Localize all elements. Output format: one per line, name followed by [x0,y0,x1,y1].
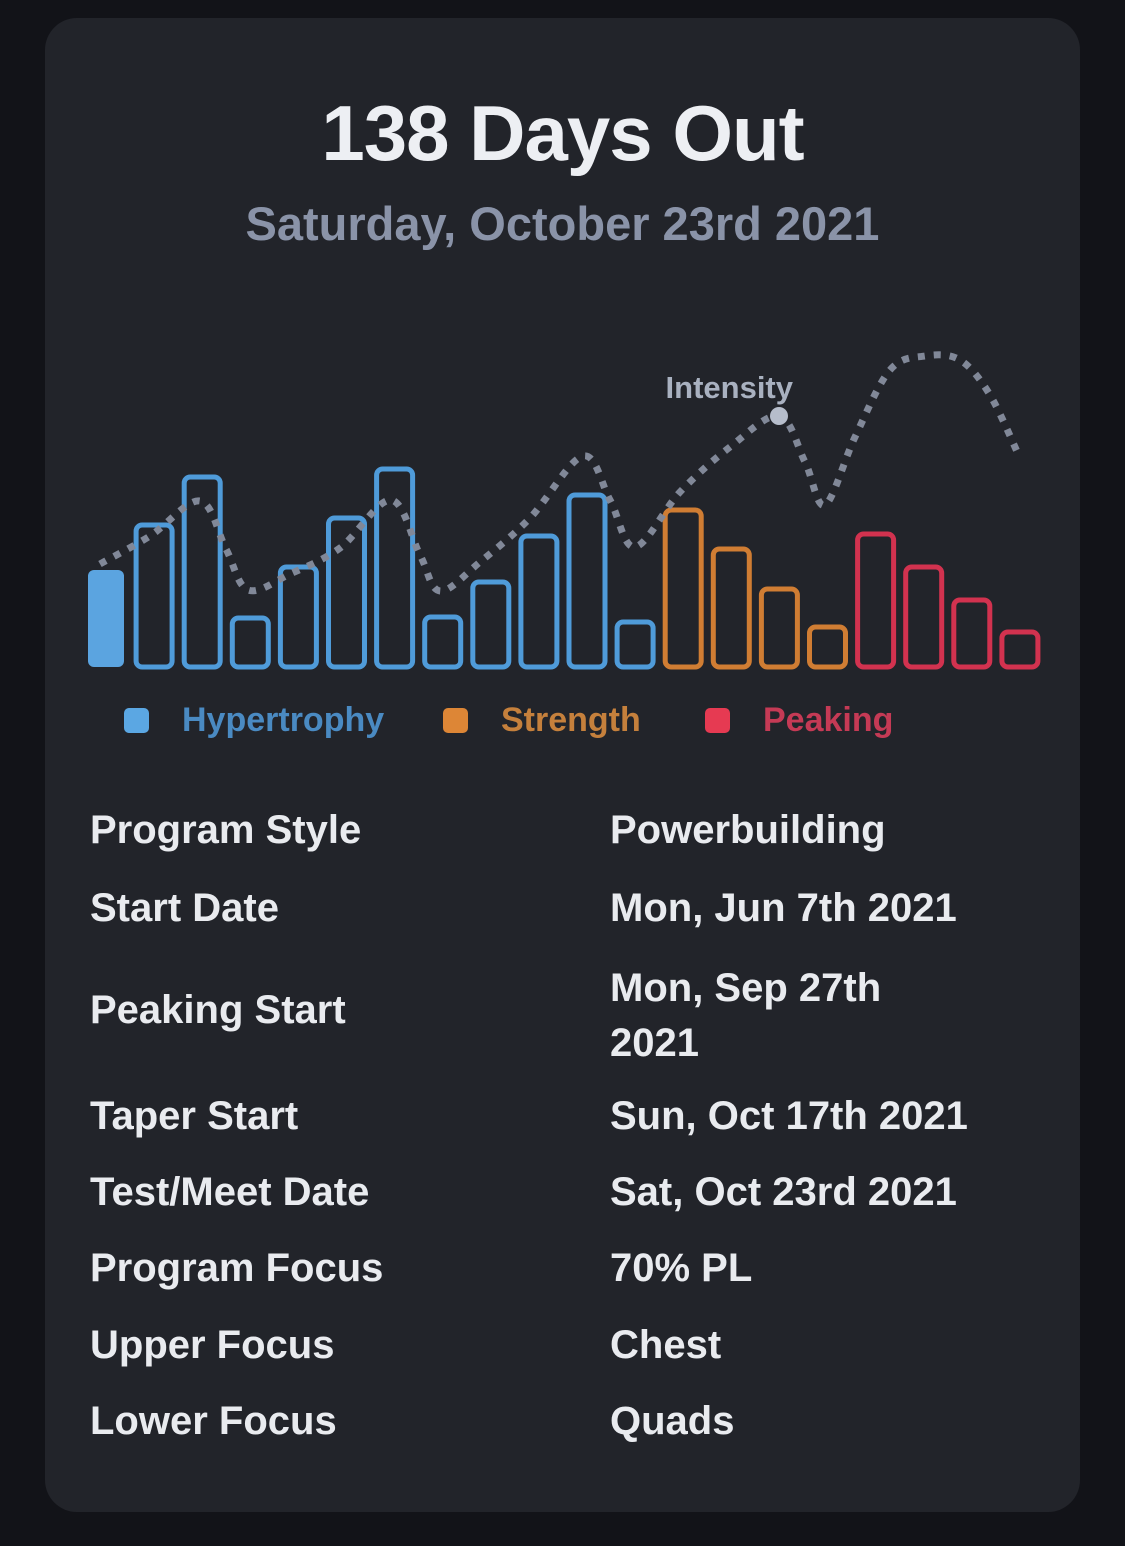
phase-bar-16-strength [807,624,848,670]
legend-label: Hypertrophy [182,701,385,739]
detail-label: Program Focus [90,1246,384,1290]
days-out-title: 138 Days Out [321,89,804,177]
phase-bar-10-hypertrophy [518,533,560,670]
strength-swatch-icon [443,707,468,733]
legend-item-strength: Strength [443,701,641,739]
phase-bar-17-peaking [855,531,897,670]
legend-item-hypertrophy: Hypertrophy [124,701,385,739]
detail-label: Program Style [90,808,362,852]
phase-bar-9-hypertrophy [470,579,512,670]
detail-label: Upper Focus [90,1323,335,1367]
detail-value: Powerbuilding [610,808,886,852]
intensity-dot [770,407,788,425]
detail-value: Sat, Oct 23rd 2021 [610,1170,957,1214]
hypertrophy-swatch-icon [124,707,149,733]
phase-bar-20-peaking [999,629,1041,670]
legend-label: Peaking [763,701,894,739]
phase-bar-4-hypertrophy [229,615,271,670]
phase-bar-6-hypertrophy [326,515,367,670]
detail-value: 70% PL [610,1246,753,1290]
phase-bar-11-hypertrophy [566,492,608,670]
program-details: Program Style Powerbuilding Start Date M… [45,18,1080,1512]
phase-bar-15-strength [758,586,800,670]
intensity-label: Intensity [666,370,794,405]
detail-value: Sun, Oct 17th 2021 [610,1094,968,1138]
phase-volume-chart: Intensity [88,351,1041,670]
chart-legend: Hypertrophy Strength Peaking [45,701,1080,739]
detail-value: Mon, Jun 7th 2021 [610,886,957,930]
detail-label: Taper Start [90,1094,299,1138]
detail-label: Test/Meet Date [90,1170,370,1214]
detail-label: Start Date [90,886,279,930]
detail-label: Peaking Start [90,988,346,1032]
phase-bar-5-hypertrophy [277,564,319,670]
phase-bar-2-hypertrophy [133,522,175,670]
target-date-subtitle: Saturday, October 23rd 2021 [245,197,880,250]
intensity-line [98,351,1023,595]
phase-bar-3-hypertrophy [181,474,223,670]
phase-bar-18-peaking [903,564,945,670]
phase-bar-1-hypertrophy [88,570,124,667]
phase-bar-14-strength [710,546,752,670]
detail-value: Chest [610,1323,722,1367]
detail-value: Mon, Sep 27th 2021 [610,966,882,1066]
phase-bar-7-hypertrophy [374,466,416,670]
phase-bar-8-hypertrophy [422,614,464,670]
peaking-swatch-icon [705,707,730,733]
phase-bar-13-strength [662,507,704,670]
phase-bar-12-hypertrophy [614,619,656,670]
legend-item-peaking: Peaking [705,701,894,739]
detail-value: Quads [610,1399,735,1443]
legend-label: Strength [501,701,641,739]
phase-bar-19-peaking [951,597,993,670]
detail-label: Lower Focus [90,1399,337,1443]
program-summary-card: 138 Days Out Saturday, October 23rd 2021… [45,18,1080,1512]
